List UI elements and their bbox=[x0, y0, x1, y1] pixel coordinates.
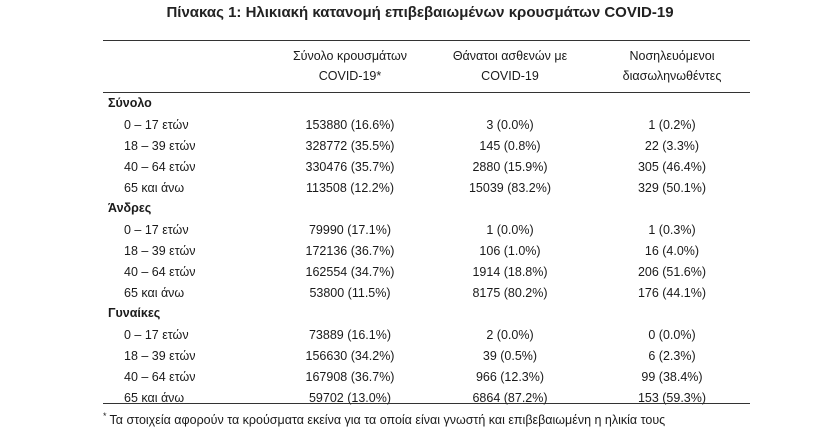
header-intubated: Νοσηλευόμενοι διασωληνωθέντες bbox=[602, 46, 742, 86]
group-label: Άνδρες bbox=[108, 201, 152, 215]
cases-cell: 79990 (17.1%) bbox=[308, 223, 391, 237]
header-cases: Σύνολο κρουσμάτων COVID-19* bbox=[290, 46, 410, 86]
cases-cell: 167908 (36.7%) bbox=[305, 370, 395, 384]
table-row: 18 – 39 ετών 156630 (34.2%) 39 (0.5%) 6 (2.… bbox=[0, 346, 840, 367]
age-cell: 18 – 39 ετών bbox=[124, 349, 196, 363]
intubated-cell: 22 (3.3%) bbox=[644, 139, 700, 153]
cases-cell: 172136 (36.7%) bbox=[305, 244, 395, 258]
footnote: * Τα στοιχεία αφορούν τα κρούσματα εκείνα… bbox=[103, 411, 665, 427]
header-cases-line2: COVID-19* bbox=[318, 69, 382, 83]
age-cell: 0 – 17 ετών bbox=[124, 223, 189, 237]
footnote-marker: * bbox=[103, 411, 107, 421]
deaths-cell: 1914 (18.8%) bbox=[472, 265, 548, 279]
table-row: 40 – 64 ετών 330476 (35.7%) 2880 (15.9%) 30… bbox=[0, 157, 840, 178]
deaths-cell: 106 (1.0%) bbox=[479, 244, 541, 258]
intubated-cell: 6 (2.3%) bbox=[648, 349, 696, 363]
cases-cell: 330476 (35.7%) bbox=[305, 160, 395, 174]
deaths-cell: 2880 (15.9%) bbox=[472, 160, 548, 174]
table-row: 0 – 17 ετών 73889 (16.1%) 2 (0.0%) 0 (0.0%) bbox=[0, 325, 840, 346]
header-deaths-line1: Θάνατοι ασθενών με bbox=[452, 49, 568, 63]
bottom-rule bbox=[103, 403, 750, 404]
cases-cell: 153880 (16.6%) bbox=[305, 118, 395, 132]
age-cell: 0 – 17 ετών bbox=[124, 118, 189, 132]
table-row: 65 και άνω 113508 (12.2%) 15039 (83.2%) 329… bbox=[0, 178, 840, 199]
deaths-cell: 2 (0.0%) bbox=[486, 328, 534, 342]
deaths-cell: 1 (0.0%) bbox=[486, 223, 534, 237]
table-row: 40 – 64 ετών 162554 (34.7%) 1914 (18.8%) 20… bbox=[0, 262, 840, 283]
deaths-cell: 6864 (87.2%) bbox=[472, 391, 548, 405]
table-row: 0 – 17 ετών 153880 (16.6%) 3 (0.0%) 1 (0.2%… bbox=[0, 115, 840, 136]
table-row: 0 – 17 ετών 79990 (17.1%) 1 (0.0%) 1 (0.3%) bbox=[0, 220, 840, 241]
intubated-cell: 0 (0.0%) bbox=[648, 328, 696, 342]
intubated-cell: 329 (50.1%) bbox=[637, 181, 707, 195]
age-cell: 18 – 39 ετών bbox=[124, 244, 196, 258]
age-cell: 65 και άνω bbox=[124, 286, 185, 300]
deaths-cell: 39 (0.5%) bbox=[482, 349, 538, 363]
deaths-cell: 15039 (83.2%) bbox=[468, 181, 551, 195]
header-deaths: Θάνατοι ασθενών με COVID-19 bbox=[450, 46, 570, 86]
age-cell: 65 και άνω bbox=[124, 181, 185, 195]
intubated-cell: 153 (59.3%) bbox=[637, 391, 707, 405]
header-cases-line1: Σύνολο κρουσμάτων bbox=[292, 49, 408, 63]
age-cell: 0 – 17 ετών bbox=[124, 328, 189, 342]
header-deaths-line2: COVID-19 bbox=[481, 69, 539, 83]
intubated-cell: 16 (4.0%) bbox=[644, 244, 700, 258]
intubated-cell: 1 (0.2%) bbox=[648, 118, 696, 132]
age-cell: 40 – 64 ετών bbox=[124, 160, 196, 174]
cases-cell: 53800 (11.5%) bbox=[309, 286, 391, 300]
deaths-cell: 3 (0.0%) bbox=[486, 118, 534, 132]
footnote-text: Τα στοιχεία αφορούν τα κρούσματα εκείνα … bbox=[109, 413, 666, 428]
header-intubated-line1: Νοσηλευόμενοι bbox=[629, 49, 715, 63]
age-cell: 18 – 39 ετών bbox=[124, 139, 196, 153]
cases-cell: 59702 (13.0%) bbox=[308, 391, 391, 405]
age-cell: 40 – 64 ετών bbox=[124, 265, 196, 279]
table-row: 65 και άνω 59702 (13.0%) 6864 (87.2%) 153 (… bbox=[0, 388, 840, 409]
intubated-cell: 305 (46.4%) bbox=[637, 160, 707, 174]
deaths-cell: 8175 (80.2%) bbox=[472, 286, 548, 300]
header-rule bbox=[103, 92, 750, 93]
table-row: 65 και άνω 53800 (11.5%) 8175 (80.2%) 176 (… bbox=[0, 283, 840, 304]
cases-cell: 73889 (16.1%) bbox=[308, 328, 391, 342]
cases-cell: 156630 (34.2%) bbox=[305, 349, 395, 363]
cases-cell: 328772 (35.5%) bbox=[305, 139, 395, 153]
deaths-cell: 145 (0.8%) bbox=[479, 139, 541, 153]
table-row: 18 – 39 ετών 328772 (35.5%) 145 (0.8%) 22 (… bbox=[0, 136, 840, 157]
top-rule bbox=[103, 40, 750, 41]
table-row: 40 – 64 ετών 167908 (36.7%) 966 (12.3%) 99 … bbox=[0, 367, 840, 388]
intubated-cell: 206 (51.6%) bbox=[637, 265, 707, 279]
intubated-cell: 99 (38.4%) bbox=[641, 370, 703, 384]
table-title: Πίνακας 1: Ηλικιακή κατανομή επιβεβαιωμέ… bbox=[166, 4, 674, 21]
deaths-cell: 966 (12.3%) bbox=[475, 370, 545, 384]
intubated-cell: 1 (0.3%) bbox=[648, 223, 696, 237]
header-intubated-line2: διασωληνωθέντες bbox=[622, 69, 722, 83]
cases-cell: 113508 (12.2%) bbox=[305, 181, 395, 195]
age-cell: 65 και άνω bbox=[124, 391, 185, 405]
group-label: Σύνολο bbox=[108, 96, 152, 110]
table-row: 18 – 39 ετών 172136 (36.7%) 106 (1.0%) 16 (… bbox=[0, 241, 840, 262]
age-cell: 40 – 64 ετών bbox=[124, 370, 196, 384]
group-label: Γυναίκες bbox=[108, 306, 161, 320]
intubated-cell: 176 (44.1%) bbox=[637, 286, 707, 300]
cases-cell: 162554 (34.7%) bbox=[305, 265, 395, 279]
